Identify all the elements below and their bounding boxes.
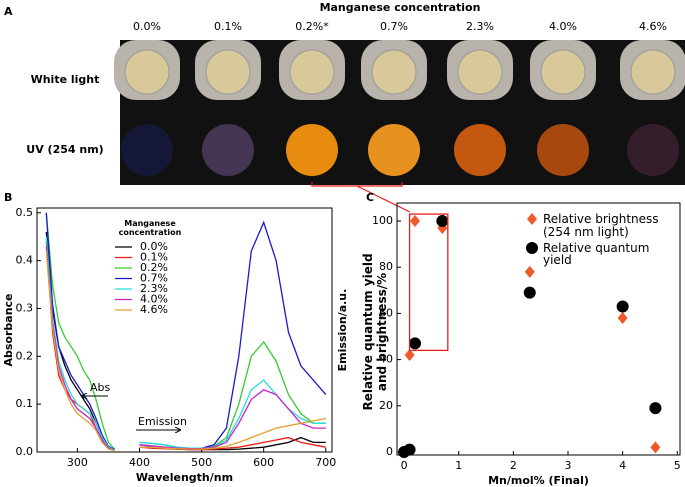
tube-cap bbox=[289, 49, 335, 95]
x-tick-label: 400 bbox=[129, 456, 150, 469]
point bbox=[523, 286, 536, 299]
point bbox=[409, 337, 422, 350]
x-tick-label: 2 bbox=[510, 459, 517, 472]
tubes bbox=[114, 40, 685, 176]
y-tick-label: 20 bbox=[379, 399, 393, 412]
tube-uv bbox=[627, 124, 679, 176]
point bbox=[436, 215, 449, 228]
point bbox=[617, 312, 628, 325]
tube-cap bbox=[371, 49, 417, 95]
y-tick-label: 0.1 bbox=[16, 397, 34, 410]
point bbox=[410, 215, 421, 228]
legend-label: 0.2% bbox=[140, 261, 168, 274]
tube-uv bbox=[368, 124, 420, 176]
legend-label: Relative quantum yield bbox=[543, 241, 650, 267]
concentration-label: 0.1% bbox=[214, 20, 242, 33]
panel-label: A bbox=[4, 5, 13, 18]
legend-label: 0.7% bbox=[140, 272, 168, 285]
x-tick-label: 5 bbox=[674, 459, 681, 472]
panel-label: B bbox=[4, 191, 12, 204]
tube-cap bbox=[630, 49, 676, 95]
point bbox=[404, 348, 415, 361]
y-tick-label: 0 bbox=[386, 445, 393, 458]
x-tick-label: 3 bbox=[565, 459, 572, 472]
y-tick-label: 0.3 bbox=[16, 301, 34, 314]
concentration-label: 4.6% bbox=[639, 20, 667, 33]
x-axis-label: Wavelength/nm bbox=[136, 471, 233, 484]
tube-uv bbox=[454, 124, 506, 176]
tube-cap bbox=[540, 49, 586, 95]
y-tick-label: 0.4 bbox=[16, 254, 34, 267]
row-label: White light bbox=[31, 73, 100, 86]
legend-marker bbox=[527, 213, 537, 225]
concentration-label: 0.7% bbox=[380, 20, 408, 33]
tube-cap bbox=[124, 49, 170, 95]
legend-label: 4.0% bbox=[140, 293, 168, 306]
x-tick-label: 4 bbox=[619, 459, 626, 472]
x-tick-label: 700 bbox=[315, 456, 336, 469]
x-tick-label: 0 bbox=[401, 459, 408, 472]
plot-frame bbox=[396, 202, 681, 456]
y-tick-label: 80 bbox=[379, 260, 393, 273]
spectrum-line bbox=[45, 236, 326, 451]
point bbox=[524, 265, 535, 278]
point bbox=[649, 402, 662, 415]
tube-uv bbox=[202, 124, 254, 176]
x-axis-label: Mn/mol% (Final) bbox=[488, 474, 589, 487]
tube-uv bbox=[286, 124, 338, 176]
y-tick-label: 0.2 bbox=[16, 349, 34, 362]
point bbox=[403, 443, 416, 456]
point bbox=[650, 441, 661, 454]
tube-cap bbox=[205, 49, 251, 95]
legend-label: 4.6% bbox=[140, 303, 168, 316]
annotation: Abs bbox=[90, 381, 111, 394]
tube-cap bbox=[457, 49, 503, 95]
x-tick-label: 600 bbox=[253, 456, 274, 469]
x-tick-label: 1 bbox=[455, 459, 462, 472]
concentration-label: 4.0% bbox=[549, 20, 577, 33]
plot-frame bbox=[36, 207, 333, 453]
concentration-label: 2.3% bbox=[466, 20, 494, 33]
tube-uv bbox=[537, 124, 589, 176]
legend-label: Relative brightness (254 nm light) bbox=[543, 212, 659, 239]
y-tick-label: 0.0 bbox=[16, 445, 34, 458]
y2-axis-label: Emission/a.u. bbox=[336, 289, 349, 372]
legend-title: Manganese concentration bbox=[118, 219, 182, 237]
x-tick-label: 500 bbox=[191, 456, 212, 469]
concentration-label: 0.2%* bbox=[295, 20, 329, 33]
legend-label: 0.1% bbox=[140, 251, 168, 264]
connector bbox=[356, 185, 411, 213]
x-tick-label: 300 bbox=[67, 456, 88, 469]
y-axis-label: Relative quantum yield and brightness/% bbox=[361, 253, 389, 411]
row-label: UV (254 nm) bbox=[26, 143, 103, 156]
spectrum-line bbox=[45, 251, 326, 452]
legend-marker bbox=[526, 242, 538, 254]
point bbox=[616, 300, 629, 313]
panel-title: Manganese concentration bbox=[320, 1, 481, 14]
y-tick-label: 100 bbox=[372, 214, 393, 227]
spectrum-line bbox=[45, 246, 326, 452]
panel-label: C bbox=[366, 191, 374, 204]
legend-label: 2.3% bbox=[140, 282, 168, 295]
y-axis-label: Absorbance bbox=[2, 293, 15, 366]
y-tick-label: 0.5 bbox=[16, 206, 34, 219]
y-tick-label: 40 bbox=[379, 353, 393, 366]
spectrum-line bbox=[45, 212, 326, 450]
legend-label: 0.0% bbox=[140, 240, 168, 253]
concentration-label: 0.0% bbox=[133, 20, 161, 33]
annotation: Emission bbox=[138, 415, 187, 428]
highlight-box bbox=[408, 213, 449, 352]
y-tick-label: 60 bbox=[379, 306, 393, 319]
tube-uv bbox=[121, 124, 173, 176]
